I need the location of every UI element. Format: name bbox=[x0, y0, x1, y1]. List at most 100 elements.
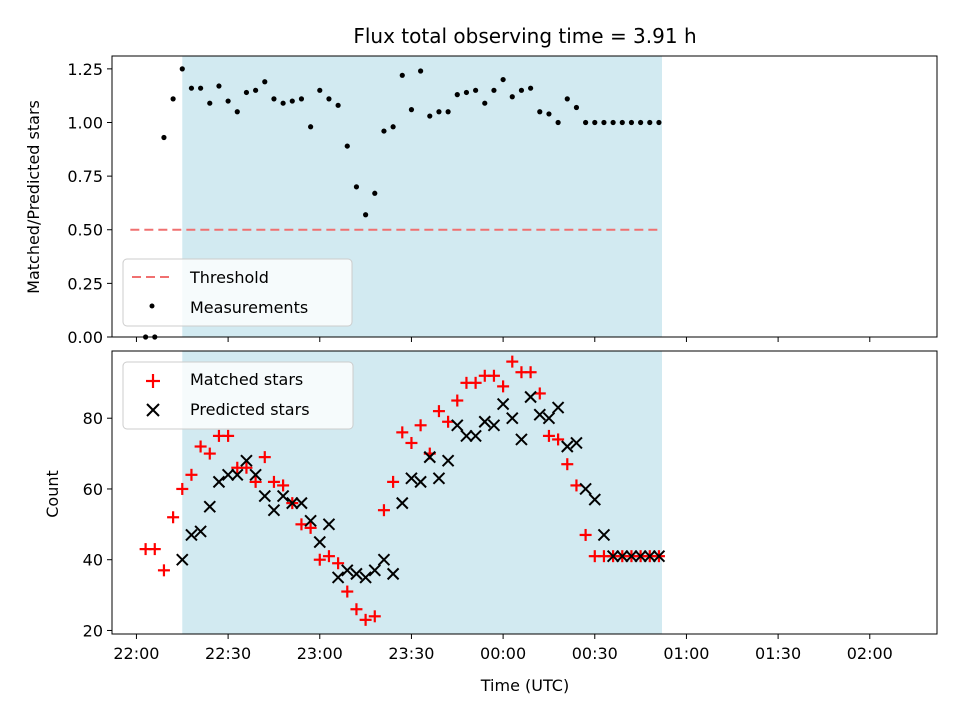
matched-star-point bbox=[167, 511, 180, 524]
top-y-tick-label: 0.75 bbox=[67, 167, 103, 186]
matched-star-point bbox=[414, 419, 427, 432]
top-y-tick-label: 1.00 bbox=[67, 113, 103, 132]
legend-threshold-label: Threshold bbox=[189, 268, 269, 287]
matched-star-point bbox=[277, 479, 290, 492]
measurement-point bbox=[280, 100, 286, 106]
top-y-tick-label: 1.25 bbox=[67, 60, 103, 79]
measurement-point bbox=[583, 119, 589, 126]
predicted-star-point bbox=[405, 472, 418, 485]
matched-star-point bbox=[561, 458, 574, 471]
bottom-legend: Matched stars Predicted stars bbox=[122, 361, 354, 430]
bottom-y-ticks: 20 40 60 80 bbox=[83, 409, 112, 640]
matched-star-point bbox=[442, 415, 455, 428]
bottom-x-axis-label: Time (UTC) bbox=[480, 676, 569, 695]
measurement-point bbox=[592, 119, 598, 126]
matched-star-points bbox=[139, 355, 665, 626]
predicted-star-point bbox=[561, 440, 574, 453]
bottom-x-tick-label: 01:30 bbox=[755, 644, 801, 663]
predicted-star-points bbox=[176, 390, 666, 584]
legend-predicted-label: Predicted stars bbox=[190, 400, 310, 419]
predicted-star-point bbox=[588, 493, 601, 506]
matched-star-point bbox=[487, 369, 500, 382]
predicted-star-point bbox=[487, 419, 501, 432]
predicted-star-point bbox=[542, 412, 556, 425]
predicted-star-point bbox=[634, 549, 647, 563]
matched-star-point bbox=[377, 504, 390, 517]
measurement-point bbox=[619, 119, 625, 126]
predicted-star-point bbox=[231, 468, 244, 482]
predicted-star-point bbox=[322, 518, 336, 531]
predicted-star-point bbox=[194, 525, 207, 538]
matched-star-point bbox=[240, 461, 253, 474]
bottom-x-ticks: 22:00 22:30 23:00 23:30 00:00 00:30 01:00 01:30… bbox=[113, 634, 893, 663]
predicted-star-point bbox=[258, 489, 271, 503]
predicted-star-point bbox=[313, 535, 326, 549]
measurement-point bbox=[207, 100, 213, 106]
measurement-point bbox=[243, 89, 250, 96]
measurement-point bbox=[528, 85, 534, 91]
bottom-x-tick-label: 00:00 bbox=[480, 644, 526, 663]
matched-star-point bbox=[469, 376, 482, 389]
measurement-point bbox=[500, 76, 506, 83]
measurement-point bbox=[372, 190, 378, 196]
predicted-star-point bbox=[625, 549, 638, 563]
matched-star-point bbox=[267, 475, 280, 488]
predicted-star-point bbox=[341, 564, 354, 577]
measurement-point bbox=[436, 109, 442, 115]
bottom-y-tick-label: 20 bbox=[83, 621, 103, 640]
matched-star-point bbox=[258, 451, 271, 464]
predicted-star-point bbox=[276, 489, 290, 503]
predicted-star-point bbox=[451, 419, 464, 432]
measurement-point bbox=[564, 96, 570, 102]
predicted-star-point bbox=[221, 468, 235, 482]
predicted-star-point bbox=[643, 549, 656, 563]
measurement-point bbox=[381, 128, 387, 134]
predicted-star-point bbox=[212, 475, 226, 489]
measurement-point bbox=[363, 212, 369, 218]
predicted-star-point bbox=[597, 528, 611, 542]
measurement-point bbox=[170, 96, 176, 102]
top-legend: Threshold Measurements bbox=[122, 258, 353, 327]
bottom-x-tick-label: 23:30 bbox=[388, 644, 434, 663]
predicted-star-point bbox=[304, 514, 317, 528]
matched-star-point bbox=[313, 553, 326, 566]
bottom-legend-box bbox=[122, 361, 354, 430]
bottom-x-tick-label: 01:00 bbox=[663, 644, 709, 663]
measurement-point bbox=[454, 92, 460, 98]
predicted-star-point bbox=[267, 503, 281, 517]
predicted-star-point bbox=[524, 390, 537, 404]
measurement-point bbox=[656, 119, 662, 126]
predicted-star-point bbox=[570, 436, 583, 450]
matched-star-point bbox=[552, 433, 565, 446]
measurement-point bbox=[390, 124, 396, 130]
matched-star-point bbox=[542, 429, 555, 442]
predicted-star-point bbox=[423, 450, 436, 464]
top-y-tick-label: 0.50 bbox=[67, 221, 103, 240]
measurement-point bbox=[573, 104, 580, 111]
matched-star-point bbox=[332, 557, 345, 570]
matched-star-point bbox=[185, 468, 198, 481]
matched-star-point bbox=[295, 518, 308, 531]
measurement-point bbox=[509, 94, 515, 100]
measurement-point bbox=[601, 119, 607, 126]
matched-star-point bbox=[506, 355, 519, 368]
measurement-point bbox=[491, 87, 497, 93]
bottom-y-tick-label: 40 bbox=[83, 551, 103, 570]
predicted-star-point bbox=[460, 429, 473, 443]
matched-star-point bbox=[304, 521, 317, 534]
matched-star-point bbox=[387, 475, 400, 488]
top-y-tick-label: 0.25 bbox=[67, 274, 103, 293]
legend-matched-label: Matched stars bbox=[190, 370, 303, 389]
bottom-y-axis-label: Count bbox=[43, 470, 62, 518]
predicted-star-point bbox=[185, 528, 198, 542]
measurement-point bbox=[188, 85, 195, 91]
predicted-star-point bbox=[432, 472, 446, 485]
bottom-y-tick-label: 60 bbox=[83, 480, 103, 499]
measurement-point bbox=[399, 72, 405, 78]
predicted-star-point bbox=[469, 429, 482, 443]
predicted-star-point bbox=[478, 415, 491, 428]
predicted-star-point bbox=[249, 468, 262, 482]
measurement-point bbox=[262, 79, 268, 85]
predicted-star-point bbox=[506, 412, 519, 425]
